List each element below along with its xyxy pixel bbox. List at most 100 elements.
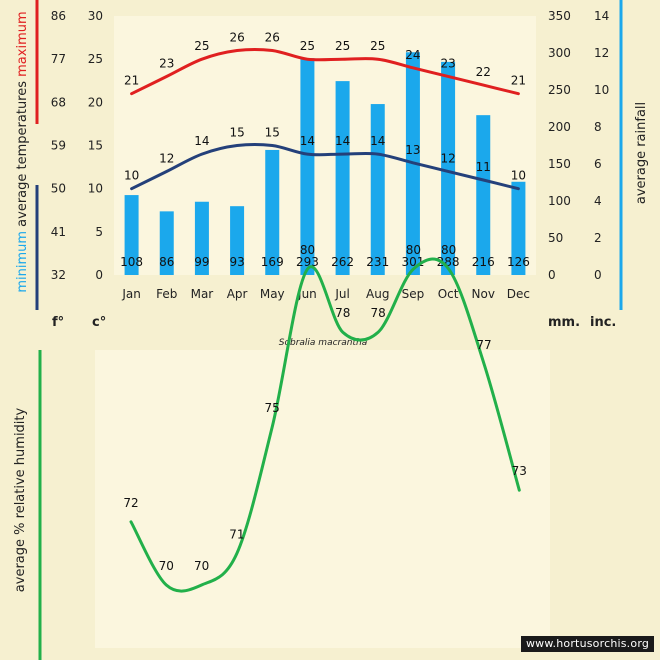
humidity-value-label: 80 bbox=[441, 243, 456, 257]
rainfall-mm-tick-label: 350 bbox=[548, 9, 571, 23]
rainfall-value-label: 231 bbox=[366, 255, 389, 269]
month-tick-label: Apr bbox=[227, 287, 248, 301]
month-tick-label: Jul bbox=[334, 287, 349, 301]
fahrenheit-tick-label: 32 bbox=[51, 268, 66, 282]
max-temperature-label: 23 bbox=[440, 56, 455, 70]
celsius-tick-label: 5 bbox=[95, 225, 103, 239]
rainfall-inch-tick-label: 4 bbox=[594, 194, 602, 208]
min-temperature-label: 13 bbox=[405, 143, 420, 157]
rainfall-mm-tick-label: 300 bbox=[548, 46, 571, 60]
month-tick-label: May bbox=[260, 287, 285, 301]
humidity-value-label: 73 bbox=[512, 464, 527, 478]
month-tick-label: Nov bbox=[472, 287, 495, 301]
month-tick-label: Jan bbox=[121, 287, 141, 301]
min-temperature-label: 10 bbox=[124, 169, 139, 183]
humidity-value-label: 70 bbox=[194, 559, 209, 573]
humidity-axis-title: average % relative humidity bbox=[13, 407, 28, 592]
rainfall-bar bbox=[335, 81, 350, 276]
inch-unit-label: inc. bbox=[590, 315, 616, 330]
min-temperature-label: 15 bbox=[265, 126, 280, 140]
min-temperature-label: 12 bbox=[159, 151, 174, 165]
fahrenheit-tick-label: 41 bbox=[51, 225, 66, 239]
humidity-value-label: 78 bbox=[335, 306, 350, 320]
min-temperature-label: 14 bbox=[335, 134, 350, 148]
fahrenheit-tick-label: 86 bbox=[51, 9, 66, 23]
humidity-value-label: 78 bbox=[370, 306, 385, 320]
humidity-value-label: 80 bbox=[300, 243, 315, 257]
rainfall-inch-tick-label: 2 bbox=[594, 231, 602, 245]
rainfall-inch-tick-label: 6 bbox=[594, 157, 602, 171]
rainfall-bar bbox=[194, 201, 209, 275]
fahrenheit-tick-label: 77 bbox=[51, 52, 66, 66]
max-temperature-label: 24 bbox=[405, 48, 420, 62]
rainfall-value-label: 93 bbox=[229, 255, 244, 269]
plot-area bbox=[114, 16, 536, 275]
rainfall-bar bbox=[159, 211, 174, 275]
minimum-label: minimum bbox=[15, 231, 30, 293]
min-temperature-label: 15 bbox=[229, 126, 244, 140]
humidity-value-label: 71 bbox=[229, 527, 244, 541]
rainfall-bar bbox=[441, 61, 456, 275]
fahrenheit-unit-label: f° bbox=[52, 315, 64, 330]
celsius-unit-label: c° bbox=[92, 315, 106, 330]
species-title: Sobralia macrantha bbox=[279, 338, 367, 348]
max-temperature-label: 25 bbox=[335, 39, 350, 53]
rainfall-value-label: 262 bbox=[331, 255, 354, 269]
minimum-temperature-line bbox=[130, 142, 520, 191]
month-tick-label: Sep bbox=[402, 287, 425, 301]
max-temperature-label: 25 bbox=[300, 39, 315, 53]
max-temperature-label: 25 bbox=[370, 39, 385, 53]
rainfall-inch-tick-label: 8 bbox=[594, 120, 602, 134]
rainfall-inch-tick-label: 0 bbox=[594, 268, 602, 282]
rainfall-mm-tick-label: 50 bbox=[548, 231, 563, 245]
min-temperature-label: 10 bbox=[511, 169, 526, 183]
celsius-tick-label: 15 bbox=[88, 139, 103, 153]
watermark: www.hortusorchis.org bbox=[521, 636, 654, 652]
maximum-temperature-line bbox=[130, 47, 520, 96]
mm-unit-label: mm. bbox=[548, 315, 580, 330]
max-temperature-label: 26 bbox=[265, 31, 280, 45]
humidity-value-label: 80 bbox=[406, 243, 421, 257]
min-temperature-label: 14 bbox=[300, 134, 315, 148]
rainfall-axis-title: average rainfall bbox=[634, 102, 649, 204]
rainfall-mm-tick-label: 200 bbox=[548, 120, 571, 134]
month-tick-label: Dec bbox=[507, 287, 530, 301]
max-temperature-label: 21 bbox=[124, 74, 139, 88]
temperature-axis-title: minimum average temperatures maximum bbox=[15, 11, 30, 292]
max-temperature-label: 26 bbox=[229, 31, 244, 45]
rainfall-inch-tick-label: 12 bbox=[594, 46, 609, 60]
rainfall-bar bbox=[124, 195, 139, 275]
rainfall-value-label: 126 bbox=[507, 255, 530, 269]
max-temperature-label: 25 bbox=[194, 39, 209, 53]
rainfall-inch-tick-label: 10 bbox=[594, 83, 609, 97]
min-temperature-label: 12 bbox=[440, 151, 455, 165]
month-tick-label: Jun bbox=[297, 287, 317, 301]
rainfall-mm-tick-label: 250 bbox=[548, 83, 571, 97]
max-temperature-label: 23 bbox=[159, 56, 174, 70]
rainfall-value-label: 293 bbox=[296, 255, 319, 269]
celsius-tick-label: 0 bbox=[95, 268, 103, 282]
month-tick-label: Mar bbox=[191, 287, 214, 301]
rainfall-bar bbox=[476, 115, 491, 275]
rainfall-value-label: 86 bbox=[159, 255, 174, 269]
min-temperature-label: 14 bbox=[194, 134, 209, 148]
rainfall-value-label: 108 bbox=[120, 255, 143, 269]
rainfall-value-label: 169 bbox=[261, 255, 284, 269]
rainfall-mm-tick-label: 100 bbox=[548, 194, 571, 208]
humidity-value-label: 70 bbox=[159, 559, 174, 573]
celsius-tick-label: 25 bbox=[88, 52, 103, 66]
humidity-value-label: 72 bbox=[123, 496, 138, 510]
rainfall-bar bbox=[370, 104, 385, 275]
max-temperature-label: 21 bbox=[511, 74, 526, 88]
rainfall-mm-tick-label: 0 bbox=[548, 268, 556, 282]
rainfall-value-label: 216 bbox=[472, 255, 495, 269]
average-temperatures-label: average temperatures bbox=[15, 77, 30, 231]
rainfall-value-label: 288 bbox=[437, 255, 460, 269]
humidity-line bbox=[129, 257, 521, 593]
month-tick-label: Oct bbox=[438, 287, 459, 301]
fahrenheit-tick-label: 68 bbox=[51, 95, 66, 109]
month-tick-label: Feb bbox=[156, 287, 177, 301]
celsius-tick-label: 20 bbox=[88, 95, 103, 109]
rainfall-bar bbox=[300, 58, 315, 276]
